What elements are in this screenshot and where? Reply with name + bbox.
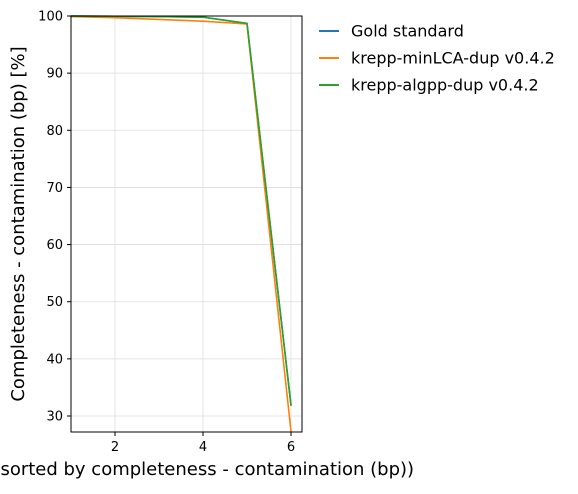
series-line-1 <box>70 15 292 406</box>
axis-ticks: 2 4 6 30 40 50 60 70 80 90 100 <box>38 10 295 456</box>
x-tick-label: 4 <box>199 440 207 455</box>
legend-item: krepp-minLCA-dup v0.4.2 <box>319 49 555 68</box>
y-tick-label: 100 <box>38 10 63 25</box>
y-tick-label: 90 <box>46 67 63 82</box>
series-line-2 <box>70 15 292 433</box>
legend-item: krepp-algpp-dup v0.4.2 <box>319 76 539 95</box>
y-tick-label: 60 <box>46 238 63 253</box>
x-tick-label: 2 <box>111 440 119 455</box>
y-tick-label: 30 <box>46 410 63 425</box>
grid <box>71 15 302 432</box>
plot-frame <box>70 15 303 433</box>
y-tick-label: 40 <box>46 352 63 367</box>
x-tick-label: 6 <box>287 440 295 455</box>
legend-label: Gold standard <box>351 22 464 41</box>
legend-item: Gold standard <box>319 22 464 41</box>
series-line-3 <box>70 15 292 406</box>
y-tick-label: 80 <box>46 124 63 139</box>
x-axis-label: Bin (sorted by completeness - contaminat… <box>0 459 414 480</box>
y-tick-label: 70 <box>46 181 63 196</box>
legend: Gold standard krepp-minLCA-dup v0.4.2 krep… <box>319 22 555 95</box>
y-axis-label: Completeness - contamination (bp) [%] <box>8 46 29 401</box>
series-lines <box>70 15 292 433</box>
y-tick-label: 50 <box>46 295 63 310</box>
legend-label: krepp-algpp-dup v0.4.2 <box>351 76 539 95</box>
legend-label: krepp-minLCA-dup v0.4.2 <box>351 49 555 68</box>
